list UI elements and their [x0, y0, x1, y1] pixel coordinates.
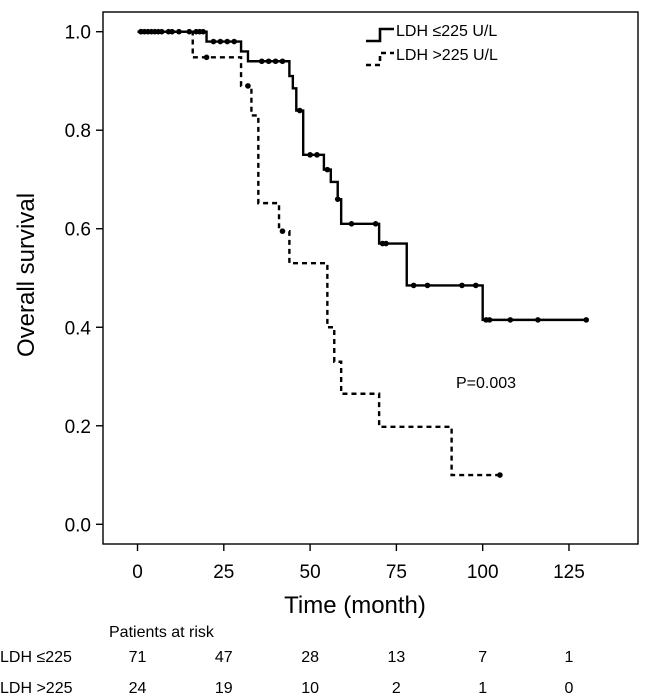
risk-value: 71 — [129, 649, 147, 666]
censor-mark — [231, 38, 237, 45]
risk-value: 0 — [565, 680, 574, 696]
censor-mark — [217, 38, 224, 45]
risk-value: 1 — [565, 649, 574, 666]
legend-line-ldh-high — [366, 51, 394, 67]
censor-mark — [169, 28, 175, 35]
y-tick-label: 0.2 — [65, 417, 91, 438]
censor-mark — [203, 54, 210, 61]
y-tick-label: 0.4 — [65, 318, 92, 339]
censor-mark — [272, 58, 279, 65]
x-tick-label: 50 — [300, 562, 321, 583]
censor-mark — [176, 28, 182, 35]
censor-mark — [472, 282, 479, 289]
x-axis-title: Time (month) — [284, 592, 426, 619]
censor-mark — [224, 38, 231, 45]
censor-mark — [583, 317, 590, 323]
censor-mark — [383, 240, 389, 247]
y-tick-label: 0.8 — [65, 121, 91, 142]
risk-value: 10 — [301, 680, 319, 696]
censor-mark — [200, 28, 206, 35]
censor-mark — [265, 58, 272, 65]
censor-mark — [279, 58, 286, 65]
censor-mark — [324, 166, 331, 173]
x-tick-label: 0 — [132, 562, 143, 583]
series-line-ldh-high — [137, 30, 500, 477]
censor-mark — [210, 38, 217, 45]
censor-mark — [535, 317, 541, 323]
risk-table-title: Patients at risk — [109, 624, 215, 641]
x-tick-label: 125 — [553, 562, 585, 583]
risk-value: 13 — [387, 649, 405, 666]
censor-mark — [245, 83, 251, 89]
risk-value: 7 — [478, 649, 487, 666]
legend-line-ldh-low — [366, 27, 394, 43]
censor-mark — [141, 28, 148, 35]
x-tick-label: 100 — [467, 562, 499, 583]
censor-mark — [307, 152, 313, 158]
y-tick-label: 0.0 — [65, 515, 91, 536]
censor-mark — [424, 282, 431, 289]
y-axis-title: Overall survival — [13, 193, 40, 357]
censor-mark — [334, 196, 341, 202]
legend-label-ldh-low: LDH ≤225 U/L — [396, 23, 497, 40]
legend-label-ldh-high: LDH >225 U/L — [396, 47, 498, 64]
risk-value: 2 — [392, 680, 401, 696]
y-tick-label: 1.0 — [65, 23, 91, 44]
censor-mark — [459, 282, 465, 289]
legend: LDH ≤225 U/L LDH >225 U/L — [366, 23, 498, 67]
p-value-annotation: P=0.003 — [456, 375, 516, 392]
censor-mark — [410, 282, 417, 289]
censor-mark — [296, 107, 303, 114]
censor-mark — [186, 28, 193, 35]
censor-mark — [372, 221, 379, 227]
risk-value: 47 — [215, 649, 233, 666]
x-axis: 0 25 50 75 100 125 — [132, 544, 585, 583]
y-tick-label: 0.6 — [65, 220, 91, 241]
x-tick-label: 25 — [213, 562, 234, 583]
series-line-ldh-low — [137, 30, 587, 322]
censor-mark — [486, 317, 493, 323]
risk-row-label-ldh-high: LDH >225 — [0, 680, 73, 696]
risk-value: 28 — [301, 649, 319, 666]
x-tick-label: 75 — [386, 562, 407, 583]
y-axis: 0.0 0.2 0.4 0.6 0.8 1.0 — [65, 23, 103, 536]
censor-mark — [497, 472, 503, 478]
censor-mark — [314, 152, 320, 158]
risk-table: Patients at risk LDH ≤225 LDH >225 71 47 2… — [0, 624, 574, 696]
censor-mark — [158, 28, 165, 35]
risk-value: 19 — [215, 680, 233, 696]
survival-curves — [137, 28, 590, 478]
risk-row-label-ldh-low: LDH ≤225 — [0, 649, 72, 666]
risk-value: 24 — [129, 680, 147, 696]
plot-panel — [102, 11, 639, 545]
censor-mark — [507, 317, 514, 323]
risk-value: 1 — [478, 680, 487, 696]
censor-mark — [348, 221, 355, 227]
censor-mark — [258, 58, 265, 65]
censor-mark — [279, 228, 286, 235]
